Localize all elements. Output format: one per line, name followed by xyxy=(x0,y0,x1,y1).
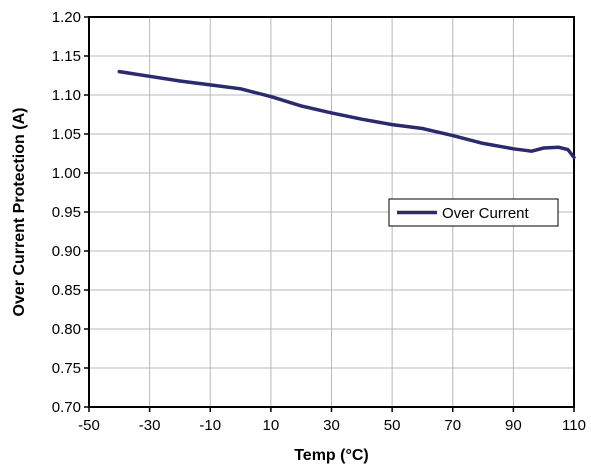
y-tick-label: 1.05 xyxy=(52,126,81,143)
y-axis-title: Over Current Protection (A) xyxy=(11,108,28,317)
y-tick-label: 1.10 xyxy=(52,87,81,104)
x-tick-label: 10 xyxy=(263,417,280,434)
y-tick-label: 0.75 xyxy=(52,360,81,377)
series-line-over-current xyxy=(117,69,576,160)
x-tick-label: -10 xyxy=(199,417,221,434)
x-tick-label: 90 xyxy=(505,417,522,434)
x-tick-label: 50 xyxy=(384,417,401,434)
y-tick-label: 1.20 xyxy=(52,9,81,26)
y-tick-label: 0.90 xyxy=(52,243,81,260)
x-tick-label: -50 xyxy=(78,417,100,434)
y-tick-label: 1.15 xyxy=(52,48,81,65)
y-tick-label: 0.95 xyxy=(52,204,81,221)
x-tick-label: 110 xyxy=(562,417,586,434)
grid-lines xyxy=(88,16,575,408)
legend: Over Current xyxy=(388,198,559,227)
y-axis-ticks: 0.70 0.75 0.80 0.85 0.90 0.95 1.00 1.05 1.10 1.15… xyxy=(52,9,89,416)
y-tick-label: 0.80 xyxy=(52,321,81,338)
x-axis-ticks: -50 -30 -10 10 30 50 70 90 110 xyxy=(78,407,586,434)
x-tick-label: -30 xyxy=(139,417,161,434)
x-tick-label: 70 xyxy=(444,417,461,434)
x-axis-title: Temp (°C) xyxy=(294,447,369,464)
y-tick-label: 1.00 xyxy=(52,165,81,182)
x-tick-label: 30 xyxy=(323,417,340,434)
y-tick-label: 0.70 xyxy=(52,399,81,416)
legend-label-over-current: Over Current xyxy=(442,205,530,222)
y-tick-label: 0.85 xyxy=(52,282,81,299)
